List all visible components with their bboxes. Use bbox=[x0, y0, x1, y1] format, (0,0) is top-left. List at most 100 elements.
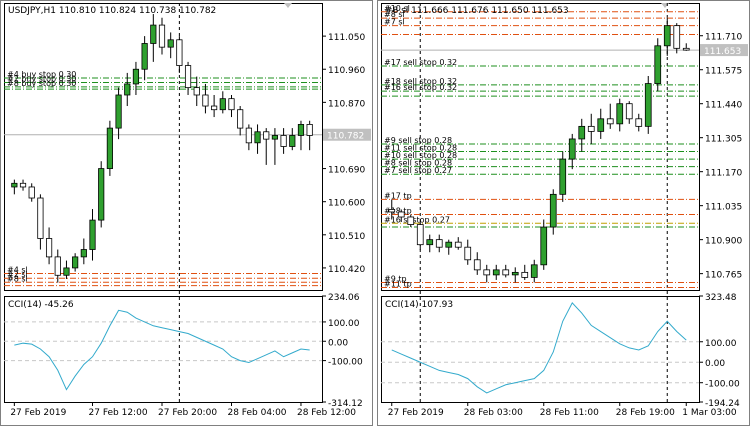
candle-body bbox=[397, 211, 405, 218]
candle-body bbox=[682, 47, 690, 51]
order-label: #8 buy stop 0.30 bbox=[7, 79, 76, 88]
order-label: #16 sell stop 0.32 bbox=[384, 83, 457, 92]
price-tick-label: 110.420 bbox=[328, 265, 365, 275]
candle-body bbox=[271, 135, 279, 140]
order-label: #8 sl bbox=[384, 10, 405, 19]
cci-line bbox=[14, 309, 310, 391]
candle-body bbox=[228, 98, 235, 111]
main-plot-frame bbox=[381, 3, 700, 291]
price-tick-label: 111.575 bbox=[705, 67, 742, 77]
candle-body bbox=[297, 124, 305, 136]
current-price-box bbox=[323, 128, 371, 141]
order-label: #16 sl stop 0.27 bbox=[384, 215, 450, 224]
cci-line bbox=[391, 301, 687, 394]
order-label: #8 sell stop 0.28 bbox=[384, 159, 452, 168]
candle-body bbox=[568, 138, 576, 160]
candle-body bbox=[106, 127, 113, 169]
left-chart-window[interactable]: 111.050110.960110.870110.780110.690110.6… bbox=[0, 0, 373, 426]
candle-body bbox=[502, 269, 510, 276]
candle-body bbox=[211, 105, 218, 111]
time-tick-label: 28 Feb 19:00 bbox=[616, 408, 675, 418]
candle-body bbox=[454, 241, 462, 248]
order-label: #10 sell stop 0.28 bbox=[384, 151, 457, 160]
price-tick-label: 110.765 bbox=[705, 271, 742, 281]
candle-body bbox=[80, 249, 87, 258]
cci-tick-label: -194.24 bbox=[705, 399, 740, 409]
candle-body bbox=[63, 267, 70, 276]
time-tick-label: 27 Feb 2019 bbox=[388, 408, 444, 418]
candle-body bbox=[158, 24, 166, 48]
order-label: #7 sell stop 0.27 bbox=[384, 166, 452, 175]
candle-body bbox=[549, 193, 557, 228]
order-label: #2 buy stop 0.30 bbox=[7, 74, 76, 83]
candle-body bbox=[28, 186, 35, 199]
candle-body bbox=[19, 182, 27, 188]
order-label: #18 tp bbox=[384, 206, 412, 215]
right-chart-window[interactable]: 111.710 111.575 111.440 111.305 111.170 111.0… bbox=[377, 0, 750, 426]
candle-body bbox=[464, 246, 472, 261]
candle-body bbox=[72, 256, 79, 269]
candle-body bbox=[89, 219, 96, 250]
price-tick-label: 111.050 bbox=[328, 33, 365, 43]
candle-body bbox=[606, 118, 614, 125]
order-label: #18 sell stop 0.32 bbox=[384, 77, 457, 86]
candle-body bbox=[521, 271, 529, 278]
candle-body bbox=[150, 24, 157, 44]
time-tick-label: 27 Feb 2019 bbox=[10, 408, 66, 418]
time-tick-label: 27 Feb 20:00 bbox=[158, 408, 217, 418]
candle-body bbox=[473, 259, 481, 271]
order-label: #2 sl bbox=[7, 270, 28, 279]
order-label: #10 sl bbox=[384, 4, 410, 13]
candle-body bbox=[306, 124, 313, 136]
candle-body bbox=[219, 98, 226, 111]
cci-tick-label: 323.48 bbox=[705, 293, 737, 303]
price-tick-label: 110.510 bbox=[328, 232, 365, 242]
order-label: #11 tp bbox=[384, 279, 412, 288]
candle-body bbox=[254, 131, 261, 144]
price-tick-label: 111.710 bbox=[705, 33, 742, 43]
chart-shift-marker bbox=[284, 3, 292, 8]
cci-tick-label: 100.00 bbox=[705, 339, 737, 349]
candle-body bbox=[193, 87, 200, 96]
candle-body bbox=[644, 83, 652, 127]
candle-body bbox=[37, 197, 44, 239]
candle-body bbox=[426, 239, 434, 246]
candle-body bbox=[54, 256, 61, 276]
candle-body bbox=[176, 39, 183, 66]
price-tick-label: 110.960 bbox=[328, 66, 365, 76]
candle-body bbox=[124, 83, 131, 96]
time-tick-label: 27 Feb 12:00 bbox=[89, 408, 148, 418]
candle-body bbox=[289, 135, 296, 147]
current-price-box bbox=[700, 44, 748, 57]
candle-body bbox=[587, 125, 595, 132]
window-frame bbox=[0, 0, 373, 426]
chart-header-label: USDJPY,H1 110.810 110.824 110.738 110.78… bbox=[8, 6, 216, 16]
candle-body bbox=[635, 118, 643, 127]
current-price-label: 110.782 bbox=[327, 132, 364, 142]
candle-body bbox=[492, 269, 500, 276]
order-label: #11 sell stop 0.28 bbox=[384, 144, 457, 153]
order-label: #17 tp bbox=[384, 191, 412, 200]
cci-plot-frame bbox=[4, 296, 323, 403]
cci-tick-label: -314.12 bbox=[328, 399, 363, 409]
cci-header-label: CCI(14) 107.93 bbox=[385, 300, 453, 310]
cci-plot-frame bbox=[381, 296, 700, 403]
candle-body bbox=[141, 43, 148, 70]
order-label: #9 sell stop 0.28 bbox=[384, 136, 452, 145]
price-tick-label: 111.440 bbox=[705, 101, 742, 111]
candle-body bbox=[245, 127, 252, 144]
price-tick-label: 111.170 bbox=[705, 169, 742, 179]
candle-body bbox=[132, 68, 140, 85]
candle-body bbox=[511, 271, 519, 276]
candle-body bbox=[540, 226, 548, 266]
window-frame bbox=[377, 0, 750, 426]
price-tick-label: 110.600 bbox=[328, 199, 365, 209]
candle-body bbox=[167, 39, 174, 48]
left-chart[interactable]: 111.050110.960110.870110.780110.690110.6… bbox=[0, 0, 373, 426]
right-chart[interactable]: 111.710 111.575 111.440 111.305 111.170 111.0… bbox=[377, 0, 750, 426]
order-label: #7 sl bbox=[384, 18, 405, 27]
time-tick-label: 28 Feb 11:00 bbox=[540, 408, 599, 418]
candle-body bbox=[559, 158, 567, 195]
order-label: #4 buy stop 0.30 bbox=[7, 70, 76, 79]
order-label: #8 sl bbox=[7, 274, 28, 283]
